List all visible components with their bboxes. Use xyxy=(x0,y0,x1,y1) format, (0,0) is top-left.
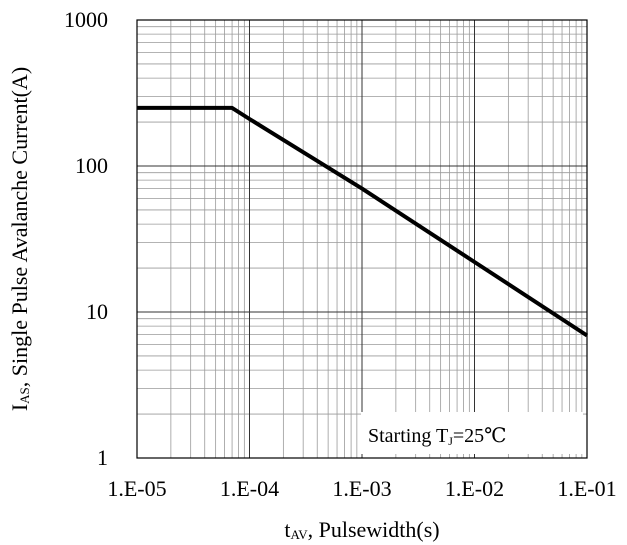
x-tick-label: 1.E-05 xyxy=(107,476,166,501)
x-axis-title-rest: , Pulsewidth(s) xyxy=(308,517,440,542)
x-tick-label: 1.E-04 xyxy=(220,476,279,501)
y-axis-title-main: I xyxy=(7,404,32,411)
y-tick-labels: 1 10 100 1000 xyxy=(64,7,108,470)
y-axis-title-sub: AS xyxy=(17,387,32,404)
x-tick-label: 1.E-02 xyxy=(445,476,504,501)
annotation-sub: J xyxy=(448,434,453,448)
annotation-box: Starting TJ=25℃ xyxy=(361,412,583,454)
annotation-background xyxy=(361,412,583,454)
minor-gridlines xyxy=(137,20,587,458)
series-line xyxy=(137,105,589,338)
annotation-rest: =25℃ xyxy=(453,425,507,447)
y-tick-label: 1 xyxy=(97,445,108,470)
series-group xyxy=(137,105,589,338)
y-axis-title: IAS, Single Pulse Avalanche Current(A) xyxy=(7,67,32,411)
x-tick-labels: 1.E-05 1.E-04 1.E-03 1.E-02 1.E-01 xyxy=(107,476,616,501)
annotation-label: Starting TJ=25℃ xyxy=(368,425,507,448)
x-tick-label: 1.E-03 xyxy=(332,476,391,501)
x-axis-title-sub: AV xyxy=(291,527,309,542)
annotation-main: Starting T xyxy=(368,425,448,447)
y-tick-label: 100 xyxy=(75,153,108,178)
x-axis-title-main: t xyxy=(284,517,290,542)
y-tick-label: 10 xyxy=(86,299,108,324)
x-tick-label: 1.E-01 xyxy=(557,476,616,501)
y-axis-title-rest: , Single Pulse Avalanche Current(A) xyxy=(7,67,32,387)
x-axis-title: tAV, Pulsewidth(s) xyxy=(284,517,439,542)
y-tick-label: 1000 xyxy=(64,7,108,32)
plot-frame xyxy=(136,19,588,459)
